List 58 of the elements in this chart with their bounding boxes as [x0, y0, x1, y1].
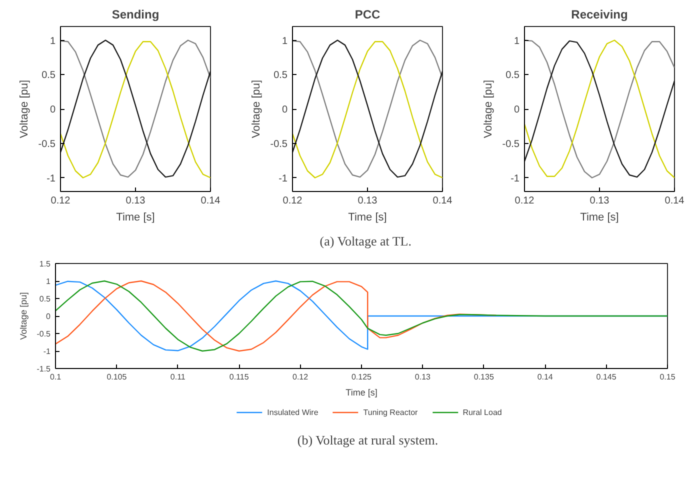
- y-tick-label: 0: [50, 104, 56, 116]
- x-tick-label: 0.12: [514, 196, 535, 206]
- y-axis-title: Voltage [pu]: [250, 80, 262, 138]
- y-tick-label: 0: [514, 104, 520, 116]
- x-axis-title: Time [s]: [116, 212, 155, 224]
- legend-label: Rural Load: [462, 408, 502, 416]
- x-tick-label: 0.13: [414, 372, 432, 382]
- legend-label: Insulated Wire: [267, 408, 318, 416]
- y-tick-label: 1: [282, 36, 288, 47]
- chart-title: PCC: [354, 8, 380, 22]
- y-tick-label: 1: [514, 36, 520, 47]
- y-axis-title: Voltage [pu]: [18, 292, 29, 340]
- x-tick-label: 0.135: [474, 372, 494, 382]
- y-tick-label: 0.5: [39, 294, 52, 304]
- x-axis-title: Time [s]: [348, 212, 387, 224]
- x-tick-label: 0.12: [292, 372, 309, 382]
- x-tick-label: 0.14: [664, 196, 685, 206]
- y-tick-label: 0.5: [42, 70, 56, 82]
- x-tick-label: 0.13: [126, 196, 146, 206]
- y-axis-title: Voltage [pu]: [482, 80, 494, 138]
- y-tick-label: 1.5: [39, 260, 52, 268]
- x-tick-label: 0.125: [351, 372, 372, 382]
- x-tick-label: 0.14: [200, 196, 221, 206]
- x-tick-label: 0.14: [537, 372, 554, 382]
- x-tick-label: 0.12: [50, 196, 71, 206]
- x-tick-label: 0.105: [106, 372, 128, 382]
- y-tick-label: -1: [278, 173, 288, 184]
- y-tick-label: -1.5: [36, 364, 52, 374]
- y-tick-label: -1: [46, 173, 56, 184]
- x-tick-label: 0.11: [170, 372, 186, 382]
- y-tick-label: 0.5: [274, 70, 288, 82]
- x-tick-label: 0.14: [432, 196, 453, 206]
- y-tick-label: -1: [510, 173, 520, 184]
- x-tick-label: 0.1: [50, 372, 62, 382]
- x-tick-label: 0.15: [660, 372, 676, 382]
- text: (b) Voltage at rural system.: [297, 432, 438, 448]
- y-tick-label: 1: [50, 36, 56, 47]
- chart-title: Receiving: [571, 8, 628, 22]
- chart-title: Sending: [112, 8, 160, 22]
- y-tick-label: 1: [46, 277, 52, 286]
- y-tick-label: -0.5: [38, 138, 56, 150]
- legend-label: Tuning Reactor: [363, 408, 418, 416]
- text: (a) Voltage at TL.: [320, 234, 412, 248]
- y-tick-label: 0.5: [506, 70, 520, 82]
- y-tick-label: -0.5: [36, 330, 52, 338]
- x-tick-label: 0.13: [358, 196, 378, 206]
- y-axis-title: Voltage [pu]: [18, 80, 30, 138]
- y-tick-label: 0: [282, 104, 288, 116]
- y-tick-label: -0.5: [270, 138, 288, 150]
- x-tick-label: 0.115: [229, 372, 250, 382]
- x-tick-label: 0.13: [590, 196, 610, 206]
- x-axis-title: Time [s]: [580, 212, 619, 224]
- x-axis-title: Time [s]: [346, 388, 378, 398]
- y-tick-label: -1: [43, 347, 52, 356]
- x-tick-label: 0.12: [282, 196, 303, 206]
- y-tick-label: -0.5: [502, 138, 520, 150]
- x-tick-label: 0.145: [596, 372, 617, 382]
- y-tick-label: 0: [46, 312, 52, 321]
